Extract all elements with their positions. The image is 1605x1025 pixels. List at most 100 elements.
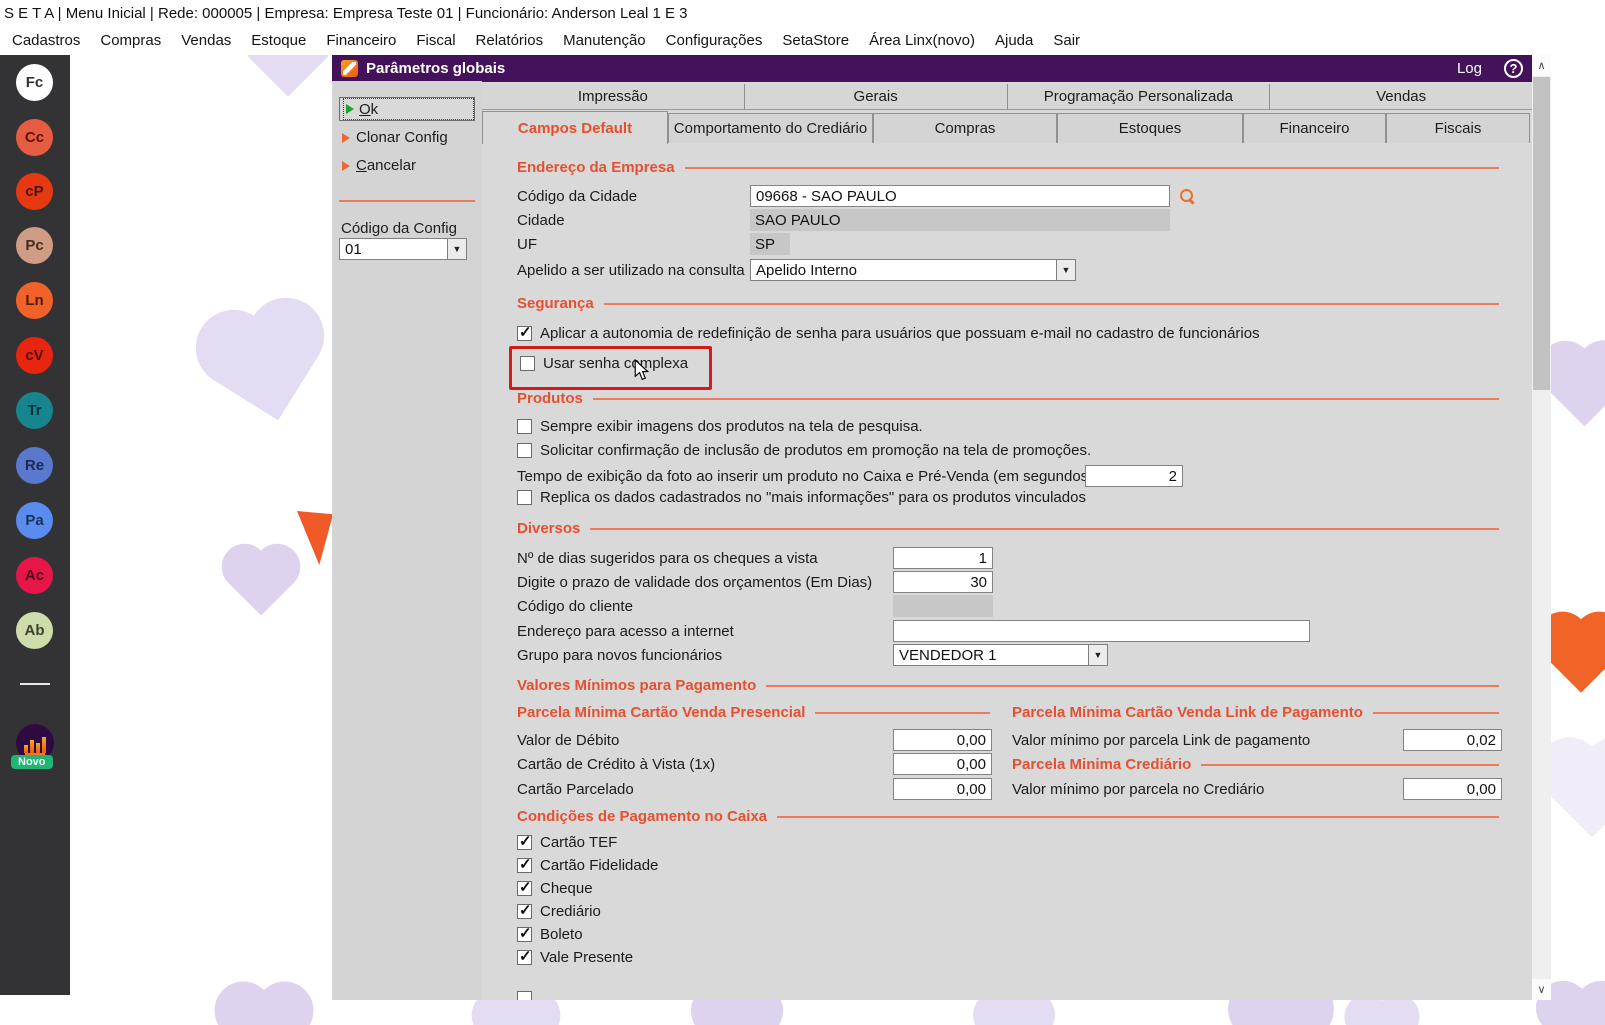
sidebar-icon-pc[interactable]: Pc xyxy=(16,227,53,264)
checkbox-cheque[interactable]: Cheque xyxy=(517,878,593,897)
section-seguranca: Segurança xyxy=(517,294,1499,312)
uf-input: SP xyxy=(750,233,790,255)
checkbox-icon[interactable] xyxy=(517,924,532,942)
dias-cheques-input[interactable]: 1 xyxy=(893,547,993,569)
cancelar-button[interactable]: Cancelar xyxy=(342,157,416,174)
checkbox-icon[interactable] xyxy=(517,419,532,434)
menu-item-vendas[interactable]: Vendas xyxy=(181,32,232,49)
section-endereco-empresa: Endereço da Empresa xyxy=(517,158,1499,176)
checkbox-icon[interactable] xyxy=(520,356,535,371)
checkbox-icon[interactable] xyxy=(517,878,532,896)
sidebar-icon-ab[interactable]: Ab xyxy=(16,612,53,649)
checkbox-icon[interactable] xyxy=(517,323,532,341)
codigo-cidade-input[interactable]: 09668 - SAO PAULO xyxy=(750,185,1170,207)
sidebar-icon-ac[interactable]: Ac xyxy=(16,557,53,594)
checkbox-boleto[interactable]: Boleto xyxy=(517,924,583,943)
menu-item-ajuda[interactable]: Ajuda xyxy=(994,32,1034,49)
sidebar-icon-cp[interactable]: cP xyxy=(16,173,53,210)
menu-item-cadastros[interactable]: Cadastros xyxy=(12,32,81,49)
tab-content: Endereço da Empresa Código da Cidade 096… xyxy=(482,143,1532,1000)
vertical-scrollbar[interactable]: ∧ ∨ xyxy=(1532,55,1551,1000)
checkbox-vale-presente[interactable]: Vale Presente xyxy=(517,947,633,966)
menu-item-manutencao[interactable]: Manutenção xyxy=(563,32,646,49)
valor-debito-input[interactable]: 0,00 xyxy=(893,729,992,751)
tab-estoques[interactable]: Estoques xyxy=(1057,113,1243,144)
checkbox-icon[interactable] xyxy=(517,991,532,1000)
checkbox-clipped[interactable] xyxy=(517,991,532,1000)
menu-item-estoque[interactable]: Estoque xyxy=(251,32,307,49)
ok-button[interactable]: Ok xyxy=(339,97,475,121)
section-condicoes-pagamento: Condições de Pagamento no Caixa xyxy=(517,807,1499,825)
menu-item-financeiro[interactable]: Financeiro xyxy=(326,32,397,49)
menu-item-setastore[interactable]: SetaStore xyxy=(782,32,850,49)
seta-logo-icon xyxy=(341,60,358,77)
tab-compras[interactable]: Compras xyxy=(873,113,1057,144)
checkbox-icon[interactable] xyxy=(517,855,532,873)
sidebar-icon-cc[interactable]: Cc xyxy=(16,119,53,156)
sidebar-icon-fc[interactable]: Fc xyxy=(16,64,53,101)
chevron-down-icon[interactable]: ▼ xyxy=(447,239,466,259)
scrollbar-thumb[interactable] xyxy=(1533,77,1550,390)
tab-fiscais[interactable]: Fiscais xyxy=(1386,113,1530,144)
checkbox-icon[interactable] xyxy=(517,443,532,458)
search-icon[interactable] xyxy=(1179,188,1196,205)
checkbox-cartao-fidelidade[interactable]: Cartão Fidelidade xyxy=(517,855,658,874)
menu-item-area-linx[interactable]: Área Linx(novo) xyxy=(869,32,975,49)
tab-impressao[interactable]: Impressão xyxy=(482,84,745,110)
tab-vendas[interactable]: Vendas xyxy=(1270,84,1532,110)
app-sidebar: Fc Cc cP Pc Ln cV Tr Re Pa Ac Ab Novo xyxy=(0,55,70,995)
checkbox-replica-dados[interactable]: Replica os dados cadastrados no "mais in… xyxy=(517,489,1086,506)
cancelar-arrow-icon xyxy=(342,160,350,171)
checkbox-icon[interactable] xyxy=(517,490,532,505)
valor-crediario-input[interactable]: 0,00 xyxy=(1403,778,1502,800)
checkbox-crediario[interactable]: Crediário xyxy=(517,901,601,920)
menu-item-compras[interactable]: Compras xyxy=(100,32,162,49)
validade-orcamentos-input[interactable]: 30 xyxy=(893,571,993,593)
uf-label: UF xyxy=(517,235,537,253)
chevron-down-icon[interactable]: ▼ xyxy=(1056,260,1075,280)
grupo-funcionarios-select[interactable]: VENDEDOR 1 ▼ xyxy=(893,644,1108,666)
menu-item-relatorios[interactable]: Relatórios xyxy=(475,32,544,49)
credito-vista-input[interactable]: 0,00 xyxy=(893,753,992,775)
dialog-command-panel: Ok Clonar Config Cancelar Código da Conf… xyxy=(332,81,482,1000)
endereco-internet-label: Endereço para acesso a internet xyxy=(517,622,734,640)
log-button[interactable]: Log xyxy=(1456,60,1482,77)
checkbox-autonomia-senha[interactable]: Aplicar a autonomia de redefinição de se… xyxy=(517,323,1260,342)
valor-debito-label: Valor de Débito xyxy=(517,731,620,749)
menu-item-sair[interactable]: Sair xyxy=(1053,32,1081,49)
apelido-select[interactable]: Apelido Interno ▼ xyxy=(750,259,1076,281)
tab-gerais[interactable]: Gerais xyxy=(744,84,1008,110)
scroll-down-icon[interactable]: ∨ xyxy=(1532,979,1551,1000)
tab-comportamento-crediario[interactable]: Comportamento do Crediário xyxy=(668,113,873,144)
clonar-config-button[interactable]: Clonar Config xyxy=(342,129,448,146)
checkbox-senha-complexa[interactable]: Usar senha complexa xyxy=(520,355,688,372)
sidebar-icon-cv[interactable]: cV xyxy=(16,337,53,374)
tab-financeiro[interactable]: Financeiro xyxy=(1243,113,1386,144)
checkbox-icon[interactable] xyxy=(517,832,532,850)
valor-crediario-label: Valor mínimo por parcela no Crediário xyxy=(1012,780,1265,798)
checkbox-exibir-imagens[interactable]: Sempre exibir imagens dos produtos na te… xyxy=(517,418,923,435)
cidade-input: SAO PAULO xyxy=(750,209,1170,231)
sidebar-icon-re[interactable]: Re xyxy=(16,447,53,484)
valor-link-input[interactable]: 0,02 xyxy=(1403,729,1502,751)
tab-programacao-personalizada[interactable]: Programação Personalizada xyxy=(1007,84,1271,110)
tempo-foto-input[interactable]: 2 xyxy=(1085,465,1183,487)
help-icon[interactable]: ? xyxy=(1504,59,1523,78)
ok-arrow-icon xyxy=(346,104,354,114)
menu-item-configuracoes[interactable]: Configurações xyxy=(665,32,763,49)
sidebar-icon-tr[interactable]: Tr xyxy=(16,392,53,429)
novo-badge: Novo xyxy=(11,755,53,769)
checkbox-icon[interactable] xyxy=(517,901,532,919)
checkbox-icon[interactable] xyxy=(517,947,532,965)
cartao-parcelado-input[interactable]: 0,00 xyxy=(893,778,992,800)
checkbox-cartao-tef[interactable]: Cartão TEF xyxy=(517,832,617,851)
chevron-down-icon[interactable]: ▼ xyxy=(1088,645,1107,665)
scroll-up-icon[interactable]: ∧ xyxy=(1532,55,1551,76)
tab-campos-default[interactable]: Campos Default xyxy=(482,111,668,144)
sidebar-icon-pa[interactable]: Pa xyxy=(16,502,53,539)
endereco-internet-input[interactable] xyxy=(893,620,1310,642)
checkbox-confirmacao-promocao[interactable]: Solicitar confirmação de inclusão de pro… xyxy=(517,442,1091,459)
config-code-select[interactable]: 01 ▼ xyxy=(339,238,467,260)
menu-item-fiscal[interactable]: Fiscal xyxy=(416,32,456,49)
sidebar-icon-ln[interactable]: Ln xyxy=(16,282,53,319)
